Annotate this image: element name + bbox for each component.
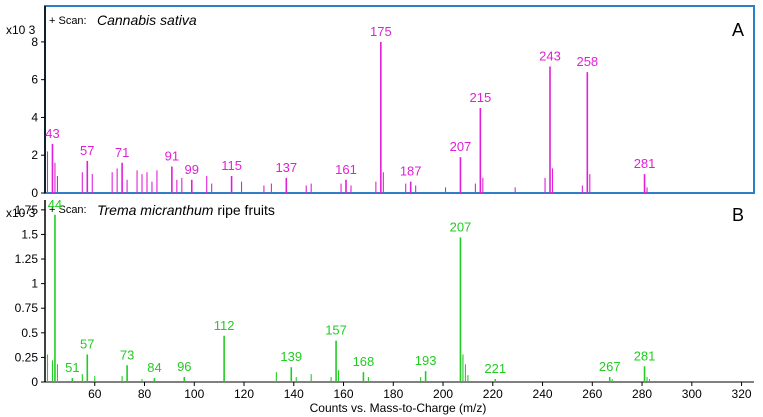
panel-b-peak-label-168: 168 bbox=[353, 354, 375, 369]
panel-a-y-ticks: 0 2 4 6 8 bbox=[31, 35, 45, 200]
panel-b-peak-label-44: 44 bbox=[48, 197, 62, 212]
panel-b-scan-title: Trema micranthum ripe fruits bbox=[97, 202, 275, 218]
panel-a-y-tick-label: 6 bbox=[31, 73, 38, 87]
panel-b-y-tick-label: 1.25 bbox=[15, 252, 39, 266]
panel-b-x-tick-label: 220 bbox=[483, 387, 503, 401]
panel-b-scan-prefix: + Scan: bbox=[49, 204, 87, 216]
panel-b-scan-species: Trema micranthum bbox=[97, 202, 214, 218]
panel-b-label: B bbox=[732, 205, 744, 225]
panel-b-y-tick-label: 0.75 bbox=[15, 301, 39, 315]
panel-b-peaks bbox=[46, 214, 651, 382]
panel-b-trema-micranthum: x10 3 + Scan: Trema micranthum ripe frui… bbox=[6, 197, 754, 401]
panel-b-y-tick-label: 1.5 bbox=[21, 227, 38, 241]
panel-a-peak-label-281: 281 bbox=[634, 156, 656, 171]
panel-a-peak-label-161: 161 bbox=[335, 162, 357, 177]
panel-a-peak-label-207: 207 bbox=[450, 139, 472, 154]
panel-b-x-tick-label: 240 bbox=[533, 387, 553, 401]
x-axis-title: Counts vs. Mass-to-Charge (m/z) bbox=[310, 401, 487, 415]
panel-b-x-ticks: 60 80 100 120 140 160 180 200 220 240 260 280 300 320 bbox=[88, 382, 752, 401]
panel-a-peak-label-258: 258 bbox=[576, 54, 598, 69]
panel-a-scan-prefix: + Scan: bbox=[49, 15, 87, 27]
panel-a-peak-label-187: 187 bbox=[400, 164, 422, 179]
panel-b-x-tick-label: 280 bbox=[632, 387, 652, 401]
panel-b-peak-label-57: 57 bbox=[80, 336, 94, 351]
panel-b-y-tick-label: 1 bbox=[31, 277, 38, 291]
panel-b-x-tick-label: 80 bbox=[138, 387, 152, 401]
panel-b-peak-label-84: 84 bbox=[147, 360, 161, 375]
panel-a-scan-title: Cannabis sativa bbox=[97, 12, 197, 28]
panel-b-x-tick-label: 60 bbox=[88, 387, 102, 401]
panel-b-peak-label-221: 221 bbox=[484, 361, 506, 376]
panel-b-scale-label: x10 3 bbox=[6, 206, 36, 220]
panel-b-y-tick-label: 0 bbox=[31, 375, 38, 389]
panel-b-peak-label-139: 139 bbox=[280, 349, 302, 364]
panel-b-x-tick-label: 120 bbox=[234, 387, 254, 401]
panel-b-x-tick-label: 140 bbox=[284, 387, 304, 401]
panel-b-x-tick-label: 260 bbox=[582, 387, 602, 401]
panel-b-peak-label-157: 157 bbox=[325, 323, 347, 338]
panel-a-cannabis-sativa: x10 3 + Scan: Cannabis sativa A 0 2 4 6 8 43… bbox=[6, 5, 755, 200]
panel-a-y-tick-label: 4 bbox=[31, 110, 38, 124]
panel-b-x-tick-label: 160 bbox=[334, 387, 354, 401]
panel-b-y-ticks: 0 0.25 0.5 0.75 1 1.25 1.5 1.75 bbox=[15, 203, 45, 389]
panel-a-peak-labels: 43 57 71 91 99 115 137 161 175 187 207 215 243 258 281 bbox=[45, 24, 655, 179]
panel-a-scan-species: Cannabis sativa bbox=[97, 12, 197, 28]
panel-a-scale-label: x10 3 bbox=[6, 23, 36, 37]
panel-b-x-tick-label: 100 bbox=[184, 387, 204, 401]
panel-b-peak-label-96: 96 bbox=[177, 359, 191, 374]
panel-a-peak-label-115: 115 bbox=[221, 158, 242, 173]
panel-b-peak-label-51: 51 bbox=[65, 360, 79, 375]
panel-a-label: A bbox=[732, 20, 744, 40]
panel-a-y-tick-label: 2 bbox=[31, 148, 38, 162]
panel-b-x-tick-label: 180 bbox=[383, 387, 403, 401]
panel-b-peak-label-112: 112 bbox=[214, 318, 235, 333]
panel-b-y-tick-label: 1.75 bbox=[15, 203, 39, 217]
panel-b-scan-title-rest: ripe fruits bbox=[213, 202, 274, 218]
panel-a-peak-label-57: 57 bbox=[80, 143, 94, 158]
panel-b-x-tick-label: 200 bbox=[433, 387, 453, 401]
panel-a-peak-label-243: 243 bbox=[539, 48, 561, 63]
panel-a-peak-label-175: 175 bbox=[370, 24, 392, 39]
panel-b-x-tick-label: 320 bbox=[732, 387, 752, 401]
panel-b-y-tick-label: 0.5 bbox=[21, 326, 38, 340]
panel-b-peak-label-193: 193 bbox=[415, 353, 437, 368]
panel-a-peak-label-137: 137 bbox=[275, 160, 297, 175]
panel-a-y-tick-label: 0 bbox=[31, 186, 38, 200]
panel-b-peak-label-207: 207 bbox=[450, 219, 472, 234]
panel-b-peak-label-73: 73 bbox=[120, 347, 134, 362]
panel-b-x-tick-label: 300 bbox=[682, 387, 702, 401]
panel-a-y-tick-label: 8 bbox=[31, 35, 38, 49]
panel-a-peak-label-71: 71 bbox=[115, 145, 129, 160]
panel-a-peak-label-43: 43 bbox=[45, 126, 59, 141]
panel-b-y-tick-label: 0.25 bbox=[15, 350, 39, 364]
panel-a-peaks bbox=[46, 41, 648, 193]
panel-a-peak-label-91: 91 bbox=[165, 149, 179, 164]
panel-a-peak-label-215: 215 bbox=[469, 90, 491, 105]
panel-b-peak-label-267: 267 bbox=[599, 359, 621, 374]
panel-b-peak-label-281: 281 bbox=[634, 348, 656, 363]
panel-a-peak-label-99: 99 bbox=[185, 162, 199, 177]
